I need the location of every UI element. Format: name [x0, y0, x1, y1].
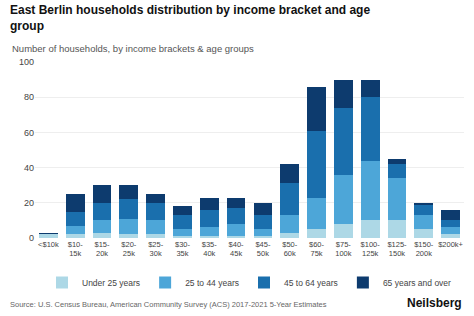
svg-text:$20-25k: $20-25k — [121, 240, 137, 259]
svg-text:East Berlin households distrib: East Berlin households distribution by i… — [10, 3, 370, 33]
svg-text:65 years and over: 65 years and over — [383, 278, 451, 288]
svg-text:60: 60 — [24, 128, 34, 138]
svg-text:$100-125k: $100-125k — [361, 240, 381, 259]
svg-text:$40-45k: $40-45k — [229, 240, 245, 259]
svg-text:Under 25 years: Under 25 years — [82, 278, 140, 288]
svg-text:$15-20k: $15-20k — [95, 240, 111, 259]
svg-text:20: 20 — [24, 198, 34, 208]
svg-text:Neilsberg: Neilsberg — [407, 296, 462, 310]
svg-text:$10-15k: $10-15k — [68, 240, 84, 259]
svg-text:Number of households, by incom: Number of households, by income brackets… — [12, 43, 254, 54]
svg-text:$75-100k: $75-100k — [335, 240, 352, 259]
svg-text:$45-50k: $45-50k — [255, 240, 271, 259]
svg-text:25 to 44 years: 25 to 44 years — [185, 278, 239, 288]
svg-text:<$10k: <$10k — [38, 240, 59, 249]
svg-text:45 to 64 years: 45 to 64 years — [284, 278, 338, 288]
svg-text:0: 0 — [29, 233, 34, 243]
svg-text:$35-40k: $35-40k — [202, 240, 218, 259]
svg-text:$25-30k: $25-30k — [148, 240, 164, 259]
svg-text:$30-35k: $30-35k — [175, 240, 191, 259]
svg-text:Source: U.S. Census Bureau, Am: Source: U.S. Census Bureau, American Com… — [10, 300, 327, 309]
svg-text:$60-75k: $60-75k — [309, 240, 325, 259]
svg-text:100: 100 — [19, 57, 34, 67]
svg-text:80: 80 — [24, 92, 34, 102]
svg-text:$125-150k: $125-150k — [387, 240, 407, 259]
svg-text:$50-60k: $50-60k — [282, 240, 298, 259]
svg-text:$200k+: $200k+ — [438, 240, 463, 249]
svg-text:$150-200k: $150-200k — [414, 240, 434, 259]
svg-text:40: 40 — [24, 163, 34, 173]
